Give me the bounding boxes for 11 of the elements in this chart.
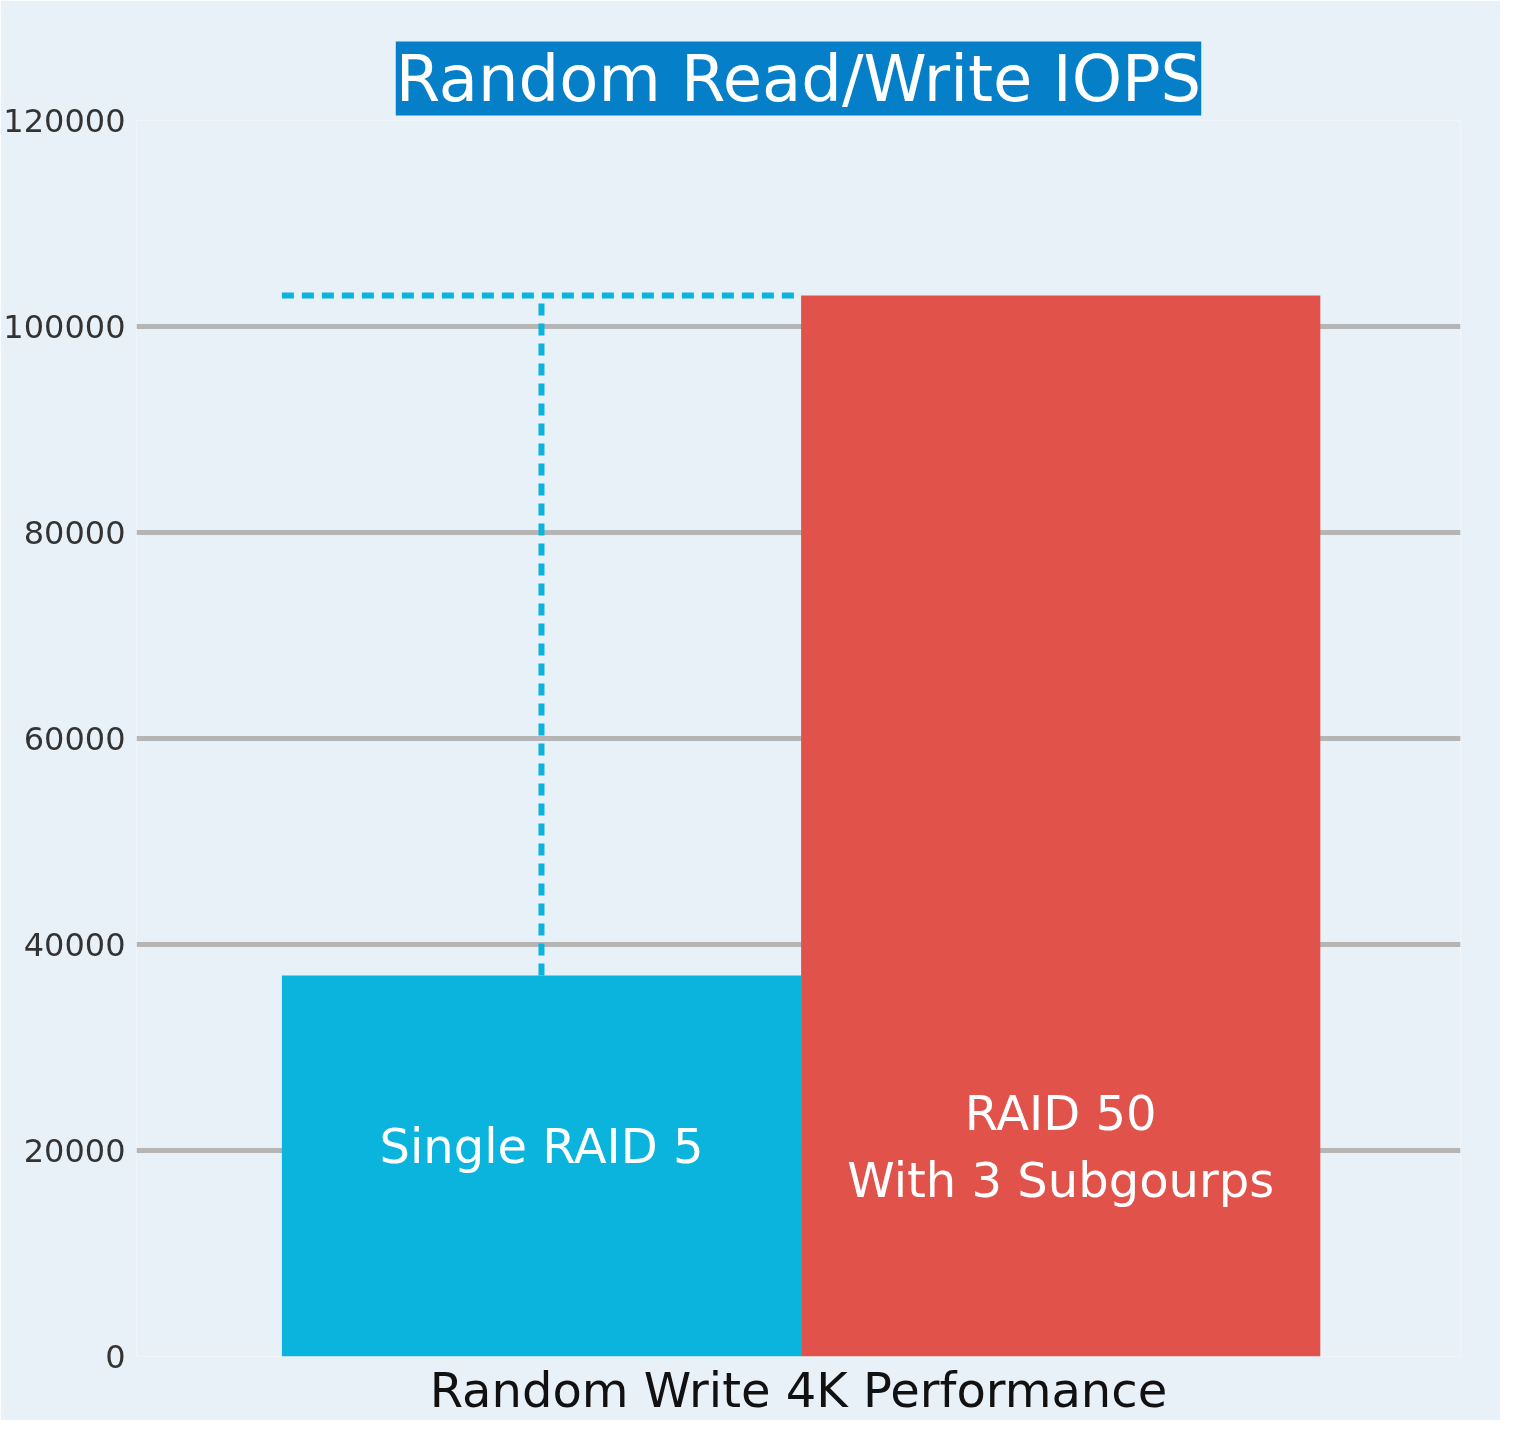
x-axis-title: Random Write 4K Performance [429,1361,1168,1418]
y-tick-label: 80000 [23,514,126,552]
x-tick-label: Single RAID 5 [379,1118,704,1175]
x-tick-label: RAID 50 With 3 Subgourps [847,1084,1275,1208]
y-tick-label: 120000 [3,102,126,140]
y-tick-label: 20000 [23,1132,126,1170]
chart-title: Random Read/Write IOPS [395,41,1202,116]
y-tick-label: 100000 [3,308,126,346]
y-tick-label: 40000 [23,926,126,964]
y-tick-label: 60000 [23,720,126,758]
y-tick-label: 0 [105,1338,126,1376]
